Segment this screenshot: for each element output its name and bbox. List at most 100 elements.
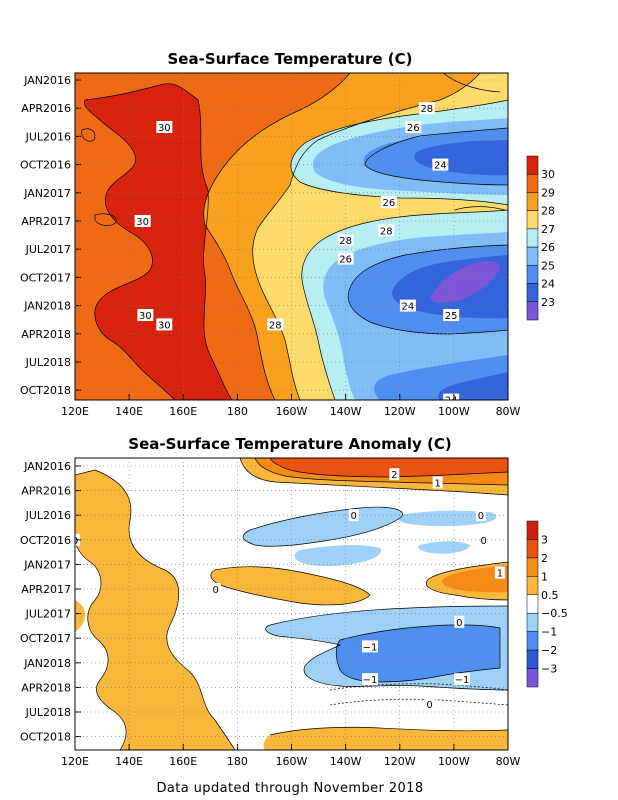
sst-y-axis: JAN2016 APR2016 JUL2016 OCT2016 JAN2017 APR20… <box>20 74 508 397</box>
sst-contour-label-bg <box>378 224 395 237</box>
anomaly-colorbar-label: −1 <box>541 626 557 639</box>
sst-x-tick-label: 120W <box>384 405 416 418</box>
anomaly-contour-label: 1 <box>497 569 503 580</box>
anom-band-neg-1 <box>336 624 500 682</box>
sst-colorbar-swatch <box>526 155 539 175</box>
sst-y-tick-label: JUL2018 <box>25 356 71 369</box>
sst-colorbar: 30 29 28 27 26 25 24 23 <box>526 155 555 321</box>
anomaly-contour-label-bg <box>361 673 378 686</box>
sst-contour-label-bg <box>267 318 284 331</box>
sst-band-22 <box>430 261 501 303</box>
sst-y-tick-label: OCT2017 <box>20 271 71 284</box>
anomaly-colorbar: 3 2 1 0.5 −0.5 −1 −2 −3 <box>526 520 568 688</box>
anomaly-y-tick-label: JAN2018 <box>23 657 71 670</box>
anomaly-contour-label-bg <box>424 697 435 710</box>
sst-contour-label: 26 <box>407 123 420 134</box>
sst-x-tick-label: 120E <box>61 405 89 418</box>
anomaly-contour-label-bg <box>432 476 443 489</box>
sst-contour-label: 24 <box>445 396 458 407</box>
sst-chart-title: Sea-Surface Temperature (C) <box>168 50 413 68</box>
sst-y-tick-label: JAN2016 <box>23 74 71 87</box>
sst-contour-label: 30 <box>158 320 171 331</box>
anomaly-x-tick-label: 180 <box>227 755 248 768</box>
sst-x-tick-label: 160W <box>276 405 308 418</box>
sst-contour-label: 28 <box>269 320 282 331</box>
sst-contour-label-bg <box>156 318 173 331</box>
anomaly-colorbar-swatch <box>526 612 539 632</box>
anomaly-contour-labels: 2 1 0 0 0 0 1 0 0 −1 −1 −1 0 <box>75 468 505 711</box>
sst-contour-label: 24 <box>434 161 447 172</box>
anomaly-y-tick-label: OCT2018 <box>20 731 71 744</box>
sst-y-tick-label: JAN2018 <box>23 300 71 313</box>
anomaly-contour-label: −1 <box>363 642 378 653</box>
anomaly-contour-label: 2 <box>391 470 397 481</box>
sst-colorbar-label: 23 <box>541 296 555 309</box>
anomaly-x-tick-label: 140E <box>115 755 143 768</box>
anomaly-colorbar-label: −0.5 <box>541 607 568 620</box>
anomaly-contour-label-bg <box>454 615 465 628</box>
sst-contour-label: 26 <box>383 198 396 209</box>
anomaly-contour-label: 0 <box>478 511 484 522</box>
anomaly-contour-label-bg <box>475 509 486 522</box>
anomaly-y-tick-label: JUL2017 <box>25 608 71 621</box>
sst-y-tick-label: APR2018 <box>21 328 71 341</box>
anomaly-x-tick-label: 160W <box>276 755 308 768</box>
anomaly-contour-label-bg <box>361 640 378 653</box>
sst-x-tick-label: 180 <box>227 405 248 418</box>
sst-y-tick-label: JUL2017 <box>25 243 71 256</box>
anomaly-y-tick-label: APR2018 <box>21 681 71 694</box>
sst-contour-label: 24 <box>402 302 415 313</box>
anomaly-colorbar-swatch <box>526 576 539 596</box>
sst-colorbar-label: 29 <box>541 186 555 199</box>
sst-x-axis: 120E 140E 160E 180 160W 140W 120W 100W 80W <box>61 73 521 418</box>
anomaly-y-tick-label: JUL2018 <box>25 706 71 719</box>
sst-band-24 <box>348 128 508 400</box>
anomaly-contour-label: 0 <box>456 618 462 629</box>
anom-band-pos-2 <box>270 458 508 477</box>
sst-chart: Sea-Surface Temperature (C) <box>20 50 555 418</box>
sst-contour-label: 30 <box>158 123 171 134</box>
anomaly-colorbar-swatch <box>526 520 539 540</box>
sst-contour-label-bg <box>418 102 435 115</box>
anomaly-y-axis: JAN2016 APR2016 JUL2016 OCT2016 JAN2017 APR20… <box>20 460 508 744</box>
anomaly-y-tick-label: OCT2016 <box>20 534 71 547</box>
sst-y-tick-label: JAN2017 <box>23 187 71 200</box>
anomaly-colorbar-swatch <box>526 594 539 614</box>
sst-contour-label-bg <box>432 158 449 171</box>
anomaly-contour-label-bg <box>389 468 400 481</box>
anomaly-colorbar-label: 3 <box>541 533 548 546</box>
anomaly-x-tick-label: 120E <box>61 755 89 768</box>
sst-y-tick-label: APR2017 <box>21 215 71 228</box>
sst-colorbar-swatch <box>526 173 539 193</box>
sst-contour-label: 30 <box>136 217 149 228</box>
sst-colorbar-label: 30 <box>541 168 555 181</box>
sst-colorbar-swatch <box>526 283 539 303</box>
sst-x-tick-label: 160E <box>169 405 197 418</box>
sst-contour-label: 26 <box>339 255 352 266</box>
sst-contour-label-bg <box>134 215 151 227</box>
sst-colorbar-swatch <box>526 301 539 321</box>
anomaly-contour-label: −1 <box>363 675 378 686</box>
sst-contour-label-bg <box>337 233 354 246</box>
anomaly-contour-label: 1 <box>434 478 440 489</box>
sst-band-30 <box>84 83 232 400</box>
sst-x-tick-label: 80W <box>496 405 521 418</box>
anomaly-x-tick-label: 160E <box>169 755 197 768</box>
anomaly-x-tick-label: 100W <box>438 755 470 768</box>
sst-contour-label-bg <box>380 196 397 209</box>
anomaly-contour-label: −1 <box>455 675 470 686</box>
anomaly-contour-label-bg <box>453 673 470 686</box>
anomaly-y-tick-label: OCT2017 <box>20 632 71 645</box>
sst-contour-label-bg <box>443 393 460 400</box>
anomaly-colorbar-swatch <box>526 649 539 669</box>
anomaly-contour-lines <box>75 458 508 750</box>
sst-contour-label-bg <box>443 309 460 321</box>
sst-colorbar-label: 25 <box>541 259 555 272</box>
anomaly-colorbar-label: −2 <box>541 644 557 657</box>
data-update-footer: Data updated through November 2018 <box>156 781 423 796</box>
anomaly-colorbar-label: 1 <box>541 570 548 583</box>
sst-y-tick-label: JUL2016 <box>25 130 71 143</box>
sst-colorbar-label: 24 <box>541 278 555 291</box>
